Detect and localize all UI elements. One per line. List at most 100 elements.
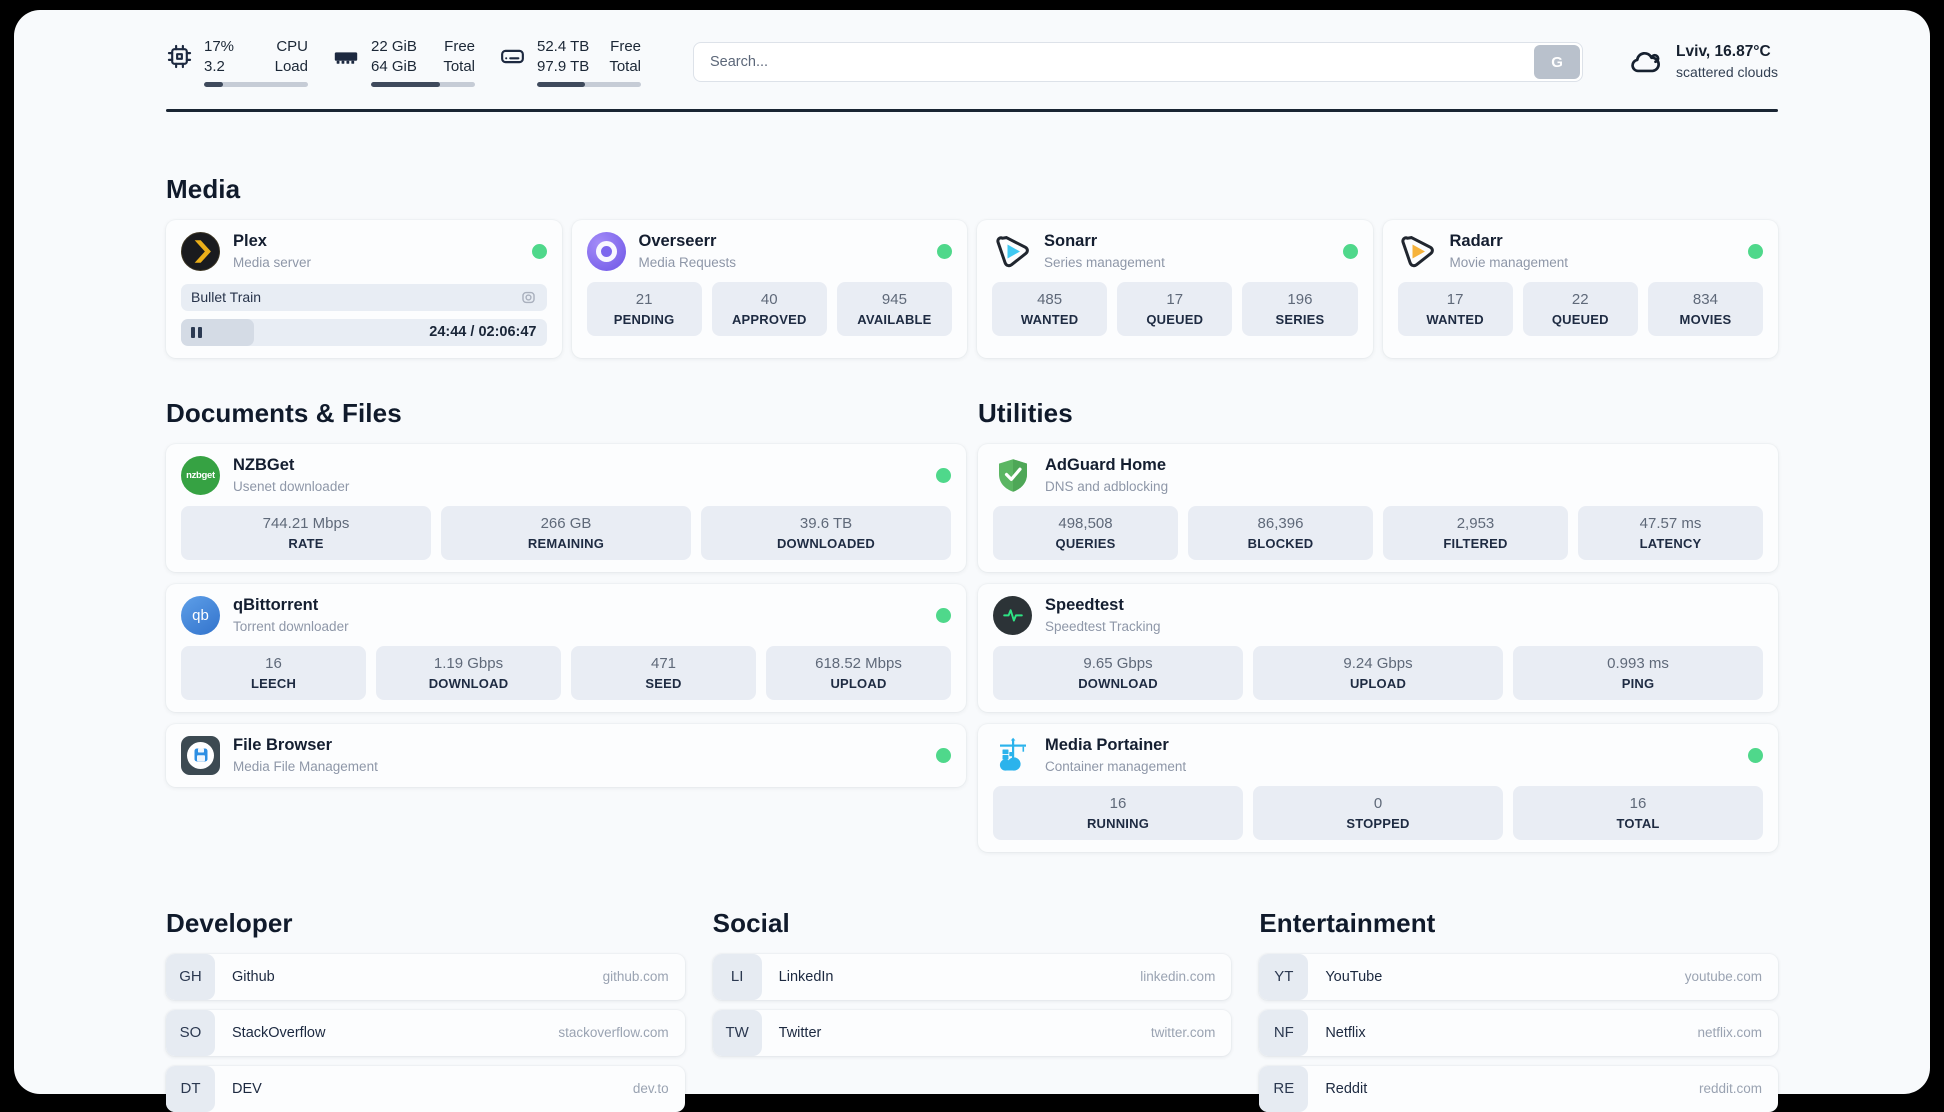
link-reddit[interactable]: RE Reddit reddit.com <box>1259 1065 1778 1112</box>
search-input[interactable] <box>693 42 1584 82</box>
weather-widget[interactable]: Lviv, 16.87°C scattered clouds <box>1629 42 1778 82</box>
cpu-value: 17% <box>204 38 235 55</box>
stat-value: 22 <box>1571 290 1589 308</box>
cloud-icon <box>1629 45 1663 79</box>
stat-label: FILTERED <box>1443 535 1508 551</box>
sonarr-subtitle: Series management <box>1044 254 1165 270</box>
stat-box: 485 WANTED <box>992 281 1108 336</box>
overseerr-card[interactable]: Overseerr Media Requests 21 PENDING 40 A… <box>571 219 967 358</box>
system-stats-group: 17% 3.2 CPU Load <box>166 37 641 87</box>
stat-box: 744.21 Mbps RATE <box>181 505 431 560</box>
plex-subtitle: Media server <box>233 254 312 270</box>
stat-value: 266 GB <box>540 514 592 532</box>
link-url: dev.to <box>632 1081 669 1096</box>
disk-free-label: Free <box>610 38 641 55</box>
stat-box: 9.65 Gbps DOWNLOAD <box>993 645 1243 700</box>
playback-time: 24:44 / 02:06:47 <box>429 324 537 340</box>
search-engine-button[interactable]: G <box>1534 45 1581 79</box>
portainer-card[interactable]: Media Portainer Container management 16 … <box>978 723 1778 852</box>
link-twitter[interactable]: TW Twitter twitter.com <box>712 1009 1232 1056</box>
cpu-label: CPU <box>276 38 308 55</box>
overseerr-icon <box>586 231 626 271</box>
cpu-load-value: 3.2 <box>204 57 225 75</box>
stat-value: 16 <box>265 654 282 672</box>
stat-value: 16 <box>1629 794 1647 812</box>
filebrowser-status-dot <box>936 747 951 763</box>
stat-value: 618.52 Mbps <box>815 654 902 672</box>
stat-box: 47.57 ms LATENCY <box>1578 505 1763 560</box>
stat-label: TOTAL <box>1616 815 1660 831</box>
nzbget-card[interactable]: nzbget NZBGet Usenet downloader 744.21 M… <box>166 443 966 572</box>
link-dev[interactable]: DT DEV dev.to <box>166 1065 685 1112</box>
stat-box: 0.993 ms PING <box>1513 645 1763 700</box>
utilities-section-title: Utilities <box>978 397 1073 428</box>
stat-box: 196 SERIES <box>1242 281 1358 336</box>
qbittorrent-icon-text: qb <box>192 606 209 624</box>
stat-label: SERIES <box>1275 311 1325 327</box>
memory-free-label: Free <box>444 38 475 55</box>
radarr-card[interactable]: Radarr Movie management 17 WANTED 22 QUE… <box>1382 219 1778 358</box>
stat-label: QUERIES <box>1055 535 1116 551</box>
stat-box: 2,953 FILTERED <box>1383 505 1568 560</box>
link-name: Github <box>232 968 275 985</box>
stat-value: 0 <box>1373 794 1383 812</box>
sonarr-card[interactable]: Sonarr Series management 485 WANTED 17 Q… <box>977 219 1373 358</box>
overseerr-name: Overseerr <box>638 232 717 251</box>
stat-box: 86,396 BLOCKED <box>1188 505 1373 560</box>
qbittorrent-card[interactable]: qb qBittorrent Torrent downloader 16 LEE… <box>166 583 966 712</box>
player-row: 24:44 / 02:06:47 <box>181 318 547 346</box>
stat-box: 39.6 TB DOWNLOADED <box>701 505 951 560</box>
link-url: reddit.com <box>1698 1081 1762 1096</box>
link-name: Reddit <box>1325 1080 1368 1097</box>
stat-box: 471 SEED <box>571 645 756 700</box>
pause-button[interactable] <box>191 326 202 338</box>
link-netflix[interactable]: NF Netflix netflix.com <box>1259 1009 1778 1056</box>
stat-label: LEECH <box>250 675 297 691</box>
stat-value: 17 <box>1446 290 1464 308</box>
stat-label: DOWNLOAD <box>428 675 509 691</box>
link-stackoverflow[interactable]: SO StackOverflow stackoverflow.com <box>166 1009 685 1056</box>
sonarr-name: Sonarr <box>1044 232 1098 251</box>
stat-label: PING <box>1621 675 1655 691</box>
speedtest-card[interactable]: Speedtest Speedtest Tracking 9.65 Gbps D… <box>978 583 1778 712</box>
link-name: DEV <box>232 1080 262 1097</box>
nzbget-icon: nzbget <box>181 455 220 495</box>
github-badge: GH <box>166 953 215 1000</box>
disk-progressbar <box>537 82 641 87</box>
disk-stat-widget: 52.4 TB 97.9 TB Free Total <box>499 37 641 87</box>
stat-box: 834 MOVIES <box>1647 281 1764 336</box>
sonarr-icon <box>992 232 1031 271</box>
disk-progress-fill <box>537 82 585 87</box>
stat-box: 0 STOPPED <box>1253 785 1503 840</box>
memory-progressbar <box>371 82 475 87</box>
stat-label: QUEUED <box>1146 311 1204 327</box>
link-linkedin[interactable]: LI LinkedIn linkedin.com <box>712 953 1232 1000</box>
stat-value: 9.65 Gbps <box>1083 654 1153 672</box>
stat-value: 16 <box>1109 794 1127 812</box>
link-github[interactable]: GH Github github.com <box>166 953 685 1000</box>
speedtest-icon <box>993 595 1032 635</box>
link-youtube[interactable]: YT YouTube youtube.com <box>1259 953 1778 1000</box>
stat-value: 21 <box>635 290 653 308</box>
filebrowser-icon <box>181 735 220 775</box>
plex-card[interactable]: Plex Media server Bullet Train <box>166 219 562 358</box>
session-preview-icon[interactable] <box>520 289 537 306</box>
stat-value: 498,508 <box>1058 514 1113 532</box>
disk-total-value: 97.9 TB <box>537 57 590 75</box>
filebrowser-card[interactable]: File Browser Media File Management <box>166 723 966 787</box>
link-name: LinkedIn <box>778 968 834 985</box>
header-divider <box>166 109 1778 112</box>
stat-value: 196 <box>1287 290 1313 308</box>
plex-icon <box>181 231 220 271</box>
memory-total-value: 64 GiB <box>371 57 417 75</box>
now-playing-row: Bullet Train <box>181 283 547 311</box>
qbittorrent-icon: qb <box>181 595 220 635</box>
stat-label: LATENCY <box>1639 535 1702 551</box>
entertainment-section-title: Entertainment <box>1259 907 1436 938</box>
adguard-card[interactable]: AdGuard Home DNS and adblocking 498,508 … <box>978 443 1778 572</box>
nzbget-status-dot <box>936 467 951 483</box>
adguard-subtitle: DNS and adblocking <box>1045 478 1169 494</box>
stat-value: 86,396 <box>1257 514 1304 532</box>
stat-label: WANTED <box>1020 311 1079 327</box>
radarr-status-dot <box>1748 243 1763 259</box>
